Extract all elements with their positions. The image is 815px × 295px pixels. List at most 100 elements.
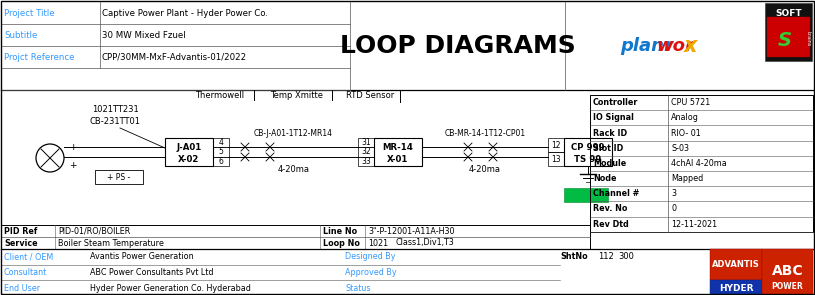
Text: 112: 112 bbox=[598, 252, 614, 261]
Text: J-A01: J-A01 bbox=[176, 143, 201, 153]
Text: 31: 31 bbox=[361, 138, 371, 147]
Text: 12-11-2021: 12-11-2021 bbox=[671, 220, 717, 229]
Text: Captive Power Plant - Hyder Power Co.: Captive Power Plant - Hyder Power Co. bbox=[102, 9, 268, 17]
Text: Channel #: Channel # bbox=[593, 189, 640, 198]
Text: CPU 5721: CPU 5721 bbox=[671, 98, 710, 107]
Bar bbox=[358, 138, 374, 147]
Text: +: + bbox=[69, 142, 77, 152]
Text: Node: Node bbox=[593, 174, 616, 183]
Text: 5: 5 bbox=[218, 148, 223, 157]
Text: S: S bbox=[778, 32, 791, 50]
Text: CPP/30MM-MxF-Advantis-01/2022: CPP/30MM-MxF-Advantis-01/2022 bbox=[102, 53, 247, 61]
Text: MR-14: MR-14 bbox=[382, 143, 413, 153]
Bar bbox=[762, 249, 813, 295]
Text: PID Ref: PID Ref bbox=[4, 227, 37, 235]
Text: Thermowell: Thermowell bbox=[196, 91, 244, 99]
Text: RIO- 01: RIO- 01 bbox=[671, 129, 701, 137]
Text: Avantis Power Generation: Avantis Power Generation bbox=[90, 252, 194, 261]
Bar bbox=[95, 170, 143, 184]
Bar bbox=[374, 138, 422, 166]
Bar bbox=[1, 225, 590, 249]
Text: x: x bbox=[684, 36, 698, 56]
Text: Service: Service bbox=[4, 238, 37, 248]
Text: SOFT: SOFT bbox=[775, 9, 802, 17]
Text: 4: 4 bbox=[218, 138, 223, 147]
Text: 300: 300 bbox=[618, 252, 634, 261]
Text: 4-20ma: 4-20ma bbox=[277, 165, 310, 175]
Bar bbox=[564, 188, 608, 202]
Bar bbox=[358, 157, 374, 166]
Text: 12: 12 bbox=[551, 140, 561, 150]
Text: TS 99: TS 99 bbox=[575, 155, 601, 163]
Text: PID-01/RO/BOILER: PID-01/RO/BOILER bbox=[58, 227, 130, 235]
Text: Analog: Analog bbox=[671, 113, 699, 122]
Text: 0: 0 bbox=[671, 204, 676, 214]
Text: ADVANTIS: ADVANTIS bbox=[712, 260, 760, 269]
Text: Approved By: Approved By bbox=[345, 268, 397, 277]
Text: -: - bbox=[69, 152, 73, 162]
Text: +: + bbox=[69, 161, 77, 171]
Text: 32: 32 bbox=[361, 148, 371, 157]
Text: X-02: X-02 bbox=[178, 155, 200, 163]
Text: Rev Dtd: Rev Dtd bbox=[593, 220, 628, 229]
Text: Projct Reference: Projct Reference bbox=[4, 53, 74, 61]
Bar bbox=[548, 152, 564, 166]
Text: Consultant: Consultant bbox=[4, 268, 47, 277]
Text: Module: Module bbox=[593, 159, 626, 168]
Text: CB-J-A01-1T12-MR14: CB-J-A01-1T12-MR14 bbox=[254, 129, 333, 137]
Text: LOOP DIAGRAMS: LOOP DIAGRAMS bbox=[340, 34, 575, 58]
Text: Hyder Power Generation Co. Hyderabad: Hyder Power Generation Co. Hyderabad bbox=[90, 284, 251, 293]
Text: End User: End User bbox=[4, 284, 40, 293]
Text: 30 MW Mixed Fzuel: 30 MW Mixed Fzuel bbox=[102, 30, 186, 40]
Bar bbox=[710, 281, 762, 295]
Bar bbox=[165, 138, 213, 166]
Bar bbox=[765, 3, 812, 61]
Text: 4-20ma: 4-20ma bbox=[469, 165, 501, 175]
Text: Client / OEM: Client / OEM bbox=[4, 252, 53, 261]
Text: S-03: S-03 bbox=[671, 144, 689, 153]
Text: Slot ID: Slot ID bbox=[593, 144, 623, 153]
Text: X-01: X-01 bbox=[387, 155, 408, 163]
Text: RTD Sensor: RTD Sensor bbox=[346, 91, 394, 99]
Text: Subtitle: Subtitle bbox=[4, 30, 37, 40]
Text: 4chAI 4-20ma: 4chAI 4-20ma bbox=[671, 159, 727, 168]
Text: 1021: 1021 bbox=[368, 238, 388, 248]
Text: Controller: Controller bbox=[593, 98, 638, 107]
Text: planr: planr bbox=[620, 37, 673, 55]
Text: 6: 6 bbox=[218, 157, 223, 166]
Bar bbox=[590, 95, 813, 232]
Text: + PS -: + PS - bbox=[108, 173, 130, 181]
Text: Mapped: Mapped bbox=[671, 174, 703, 183]
Text: 3: 3 bbox=[671, 189, 676, 198]
Text: ShtNo: ShtNo bbox=[560, 252, 588, 261]
Text: Status: Status bbox=[345, 284, 371, 293]
Text: POWER: POWER bbox=[772, 282, 804, 291]
Text: Boiler Steam Temperature: Boiler Steam Temperature bbox=[58, 238, 164, 248]
Text: Line No: Line No bbox=[323, 227, 357, 235]
Text: HYDER: HYDER bbox=[719, 284, 753, 293]
Text: Rack ID: Rack ID bbox=[593, 129, 627, 137]
Text: Designed By: Designed By bbox=[345, 252, 395, 261]
Bar bbox=[213, 147, 229, 157]
Bar bbox=[213, 157, 229, 166]
Text: ABC Power Consultants Pvt Ltd: ABC Power Consultants Pvt Ltd bbox=[90, 268, 214, 277]
Bar bbox=[213, 138, 229, 147]
Bar bbox=[548, 138, 564, 152]
Text: 33: 33 bbox=[361, 157, 371, 166]
Text: Project Title: Project Title bbox=[4, 9, 55, 17]
Text: wor: wor bbox=[656, 37, 694, 55]
Text: ABC: ABC bbox=[772, 264, 804, 278]
Bar bbox=[767, 17, 810, 57]
Text: brains: brains bbox=[805, 31, 810, 47]
Text: Loop No: Loop No bbox=[323, 238, 360, 248]
Text: Rev. No: Rev. No bbox=[593, 204, 628, 214]
Text: IO Signal: IO Signal bbox=[593, 113, 634, 122]
Text: 3"-P-12001-A11A-H30: 3"-P-12001-A11A-H30 bbox=[368, 227, 455, 235]
Text: CB-231TT01: CB-231TT01 bbox=[90, 117, 140, 125]
Text: Temp Xmitte: Temp Xmitte bbox=[271, 91, 324, 99]
Bar bbox=[564, 138, 612, 166]
Text: 1021TT231: 1021TT231 bbox=[91, 106, 139, 114]
Text: CB-MR-14-1T12-CP01: CB-MR-14-1T12-CP01 bbox=[444, 129, 526, 137]
Bar bbox=[358, 147, 374, 157]
Bar bbox=[710, 249, 762, 281]
